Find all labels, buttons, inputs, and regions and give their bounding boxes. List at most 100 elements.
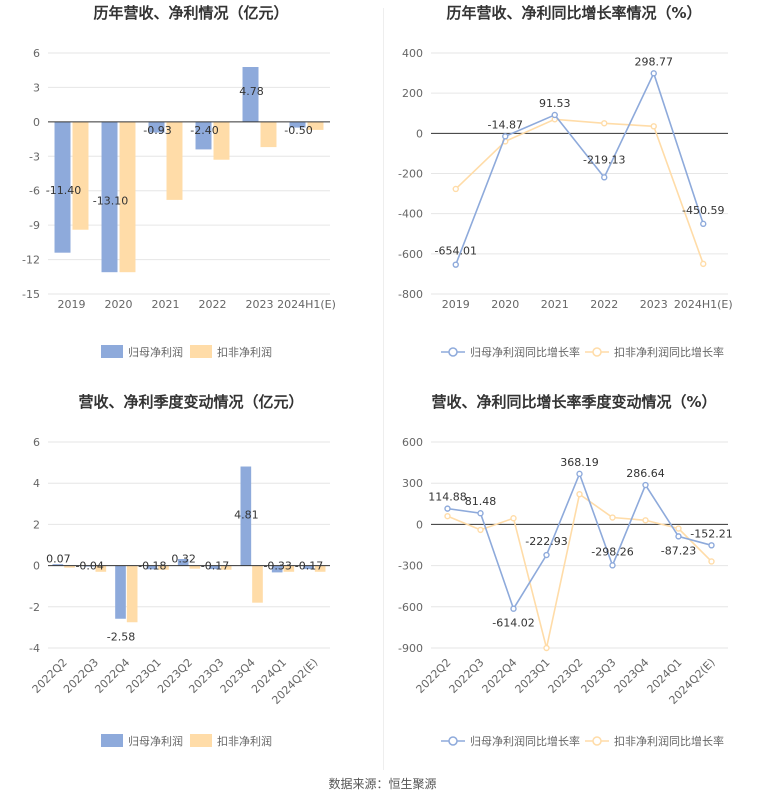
x-tick-label: 2024H1(E) (674, 298, 733, 311)
y-tick-label: -12 (22, 254, 40, 267)
quarterly-profit-chart: 营收、净利季度变动情况（亿元）6420-2-42022Q22022Q32022Q… (29, 393, 330, 748)
y-tick-label: -3 (29, 150, 40, 163)
data-label: -13.10 (93, 195, 128, 208)
bar-deducted-profit (307, 121, 324, 130)
y-tick-label: -400 (398, 208, 423, 221)
annual-growth-chart: 历年营收、净利同比增长率情况（%） 400 200 0 -200 -400 -600 -800… (398, 4, 733, 359)
bar-deducted-profit (72, 121, 89, 230)
data-label: 0.32 (171, 553, 196, 566)
bar-net-profit (271, 565, 283, 573)
point-deducted-profit-growth (543, 644, 550, 652)
y-tick-label: 6 (33, 47, 40, 60)
legend-label: 归母净利润同比增长率 (470, 345, 580, 359)
panel-divider (383, 8, 384, 770)
data-label: 368.19 (560, 456, 599, 469)
bar-net-profit (242, 67, 259, 122)
legend-marker (448, 347, 458, 357)
chart-title: 营收、净利同比增长率季度变动情况（%） (431, 393, 716, 411)
data-label: -0.17 (295, 560, 323, 573)
data-label: -0.04 (75, 560, 103, 573)
data-label: -152.21 (690, 527, 732, 540)
bar-net-profit (240, 466, 252, 566)
line-deducted-profit-growth (455, 118, 705, 265)
bar-net-profit (209, 565, 220, 570)
x-tick-label: 2022Q4 (480, 656, 520, 696)
data-label: -2.58 (107, 631, 135, 644)
point-net-profit-growth (700, 220, 707, 228)
bar-deducted-profit (314, 565, 326, 572)
data-label: 286.64 (626, 467, 665, 480)
data-source-note: 数据来源：恒生聚源 (328, 777, 437, 791)
y-tick-label: 0 (416, 127, 423, 140)
bar-net-profit (303, 565, 314, 570)
y-tick-label: 0 (33, 560, 40, 573)
point-net-profit-growth (444, 505, 451, 512)
data-label: -11.40 (46, 184, 81, 197)
bar-deducted-profit (126, 565, 138, 623)
point-deducted-profit-growth (675, 525, 682, 532)
point-net-profit-growth (543, 551, 550, 559)
y-tick-label: 3 (33, 81, 40, 94)
bar-net-profit (148, 121, 165, 133)
y-tick-label: 6 (33, 436, 40, 449)
legend-swatch-deducted-profit (190, 734, 212, 747)
legend-label: 扣非净利润 (217, 734, 272, 748)
bar-net-profit (52, 564, 64, 566)
point-net-profit-growth (708, 542, 715, 549)
legend-label: 归母净利润 (128, 734, 183, 748)
data-label: -87.23 (661, 544, 696, 557)
x-tick-label: 2021 (152, 298, 180, 311)
y-tick-label: -4 (29, 642, 40, 655)
x-tick-label: 2022Q3 (447, 656, 487, 696)
y-tick-label: -600 (398, 248, 423, 261)
point-net-profit-growth (650, 70, 657, 77)
x-tick-label: 2023Q1 (513, 656, 553, 696)
y-tick-label: -300 (398, 560, 423, 573)
legend-swatch-net-profit (101, 734, 123, 747)
y-tick-label: -2 (29, 601, 40, 614)
x-tick-label: 2023 (640, 298, 668, 311)
legend: 归母净利润 扣非净利润 (101, 345, 272, 359)
bar-deducted-profit (189, 565, 201, 569)
x-tick-label: 2023Q4 (612, 656, 652, 696)
data-label: -222.93 (525, 535, 567, 548)
data-label: 298.77 (635, 55, 674, 68)
bar-deducted-profit (220, 565, 232, 570)
x-tick-label: 2020 (491, 298, 519, 311)
legend-label: 归母净利润同比增长率 (470, 734, 580, 748)
x-tick-label: 2021 (541, 298, 569, 311)
line-net-profit-growth (455, 71, 705, 265)
point-net-profit-growth (576, 470, 583, 478)
legend-label: 扣非净利润同比增长率 (614, 734, 724, 748)
data-label: 81.48 (465, 495, 497, 508)
point-net-profit-growth (675, 533, 682, 540)
y-tick-label: -9 (29, 219, 40, 232)
data-label: -0.33 (263, 560, 291, 573)
point-deducted-profit-growth (601, 120, 608, 127)
data-label: -298.26 (591, 545, 633, 558)
bar-deducted-profit (95, 565, 107, 572)
y-tick-label: 2 (33, 518, 40, 531)
bar-deducted-profit (260, 121, 277, 148)
data-label: -654.01 (435, 245, 477, 258)
point-deducted-profit-growth (576, 490, 583, 498)
y-tick-label: 0 (33, 116, 40, 129)
y-tick-label: 0 (416, 518, 423, 531)
x-tick-label: 2022Q2 (414, 656, 454, 696)
chart-panel-quarterly-growth: 营收、净利同比增长率季度变动情况（%） 600 300 0 -300 -600 -900 20… (383, 385, 765, 770)
data-label: 114.88 (428, 491, 467, 504)
data-label: 4.81 (234, 509, 259, 522)
legend: 归母净利润 扣非净利润 (101, 734, 272, 748)
legend-swatch-deducted-profit (190, 345, 212, 358)
point-deducted-profit-growth (477, 526, 484, 534)
x-tick-label: 2023Q3 (579, 656, 619, 696)
point-deducted-profit-growth (700, 260, 707, 268)
point-net-profit-growth (477, 510, 484, 517)
chart-panel-quarterly-profit: 营收、净利季度变动情况（亿元） 6 4 2 0 -2 -4 2022Q2 2022Q3 2022Q… (0, 385, 382, 770)
point-deducted-profit-growth (444, 512, 451, 520)
point-net-profit-growth (601, 174, 608, 181)
chart-title: 营收、净利季度变动情况（亿元） (78, 393, 303, 411)
legend-marker (592, 347, 602, 357)
data-label: -2.40 (190, 124, 218, 137)
quarterly-growth-chart: 营收、净利同比增长率季度变动情况（%）6003000-300-600-90020… (398, 393, 733, 748)
